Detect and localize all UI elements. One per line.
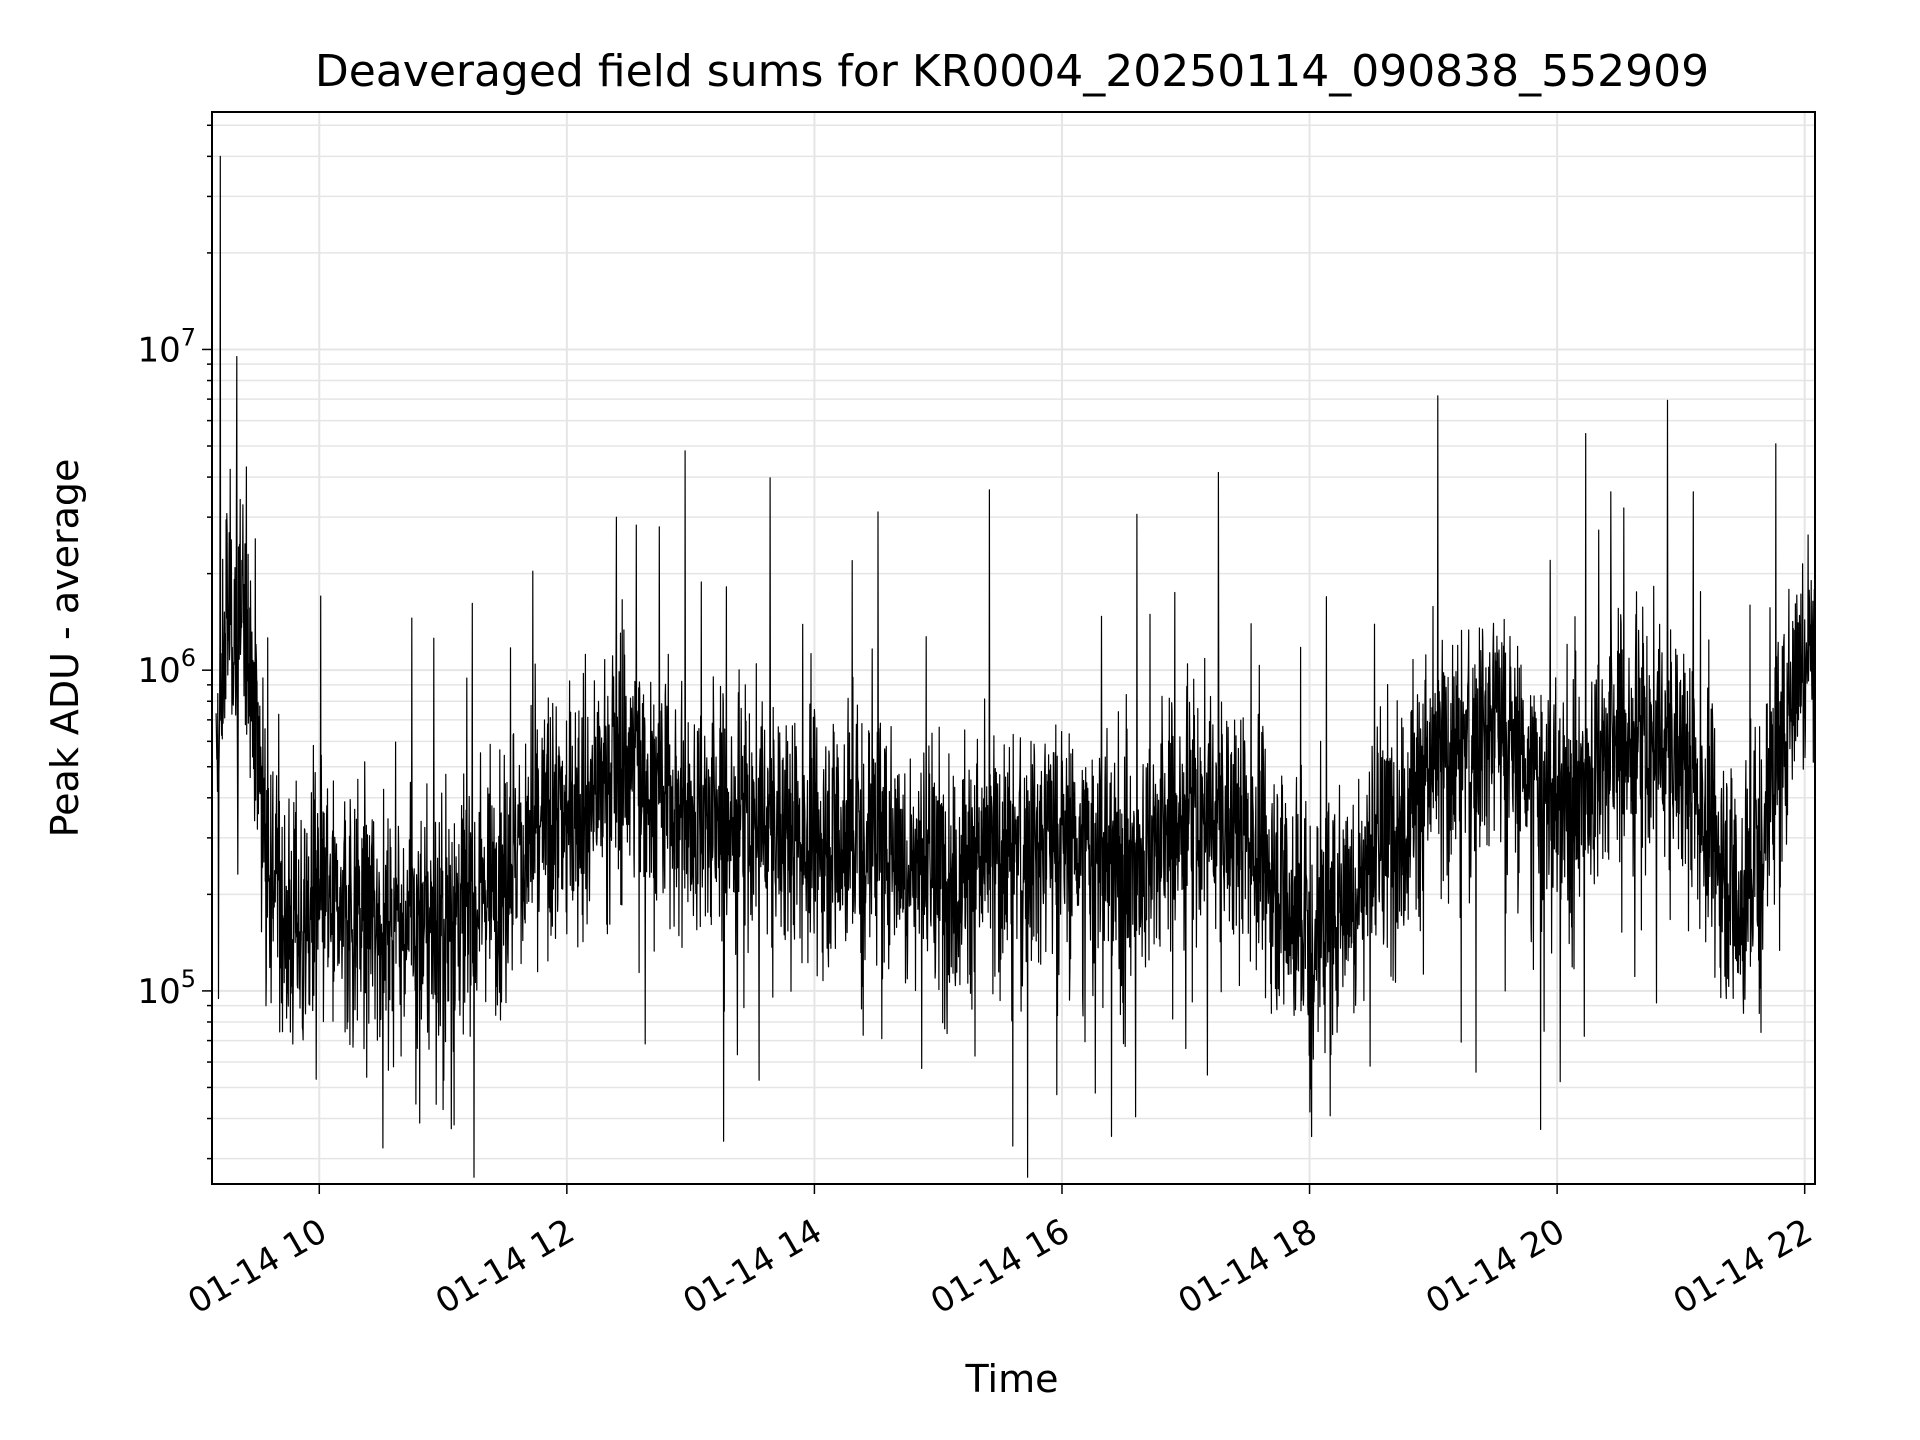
x-tick-label: 01-14 10 xyxy=(181,1211,333,1322)
y-tick-label: 105 xyxy=(137,965,196,1012)
chart-title: Deaveraged field sums for KR0004_2025011… xyxy=(315,46,1709,97)
y-tick-label: 106 xyxy=(137,644,196,691)
x-tick-label: 01-14 18 xyxy=(1172,1211,1324,1322)
x-tick-label: 01-14 14 xyxy=(677,1211,829,1322)
x-tick-label: 01-14 20 xyxy=(1419,1211,1571,1322)
y-tick-label: 107 xyxy=(137,323,196,370)
plot-frame xyxy=(211,111,1816,1185)
y-axis-label: Peak ADU - average xyxy=(43,459,87,838)
series-line xyxy=(215,155,1816,1178)
x-tick-label: 01-14 16 xyxy=(924,1211,1076,1322)
x-tick-label: 01-14 22 xyxy=(1667,1211,1819,1322)
x-axis-label: Time xyxy=(965,1357,1059,1401)
x-tick-label: 01-14 12 xyxy=(429,1211,581,1322)
